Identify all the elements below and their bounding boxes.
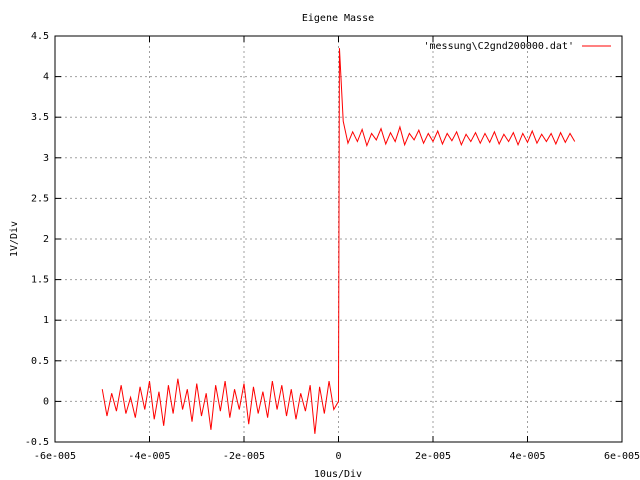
plot-frame	[54, 35, 623, 443]
legend-label: 'messung\C2gnd200000.dat'	[423, 41, 574, 52]
y-tick-label: 2	[43, 234, 49, 245]
y-tick-label: 1	[43, 315, 49, 326]
x-tick-label: -6e-005	[34, 451, 76, 462]
y-tick-label: 1.5	[31, 275, 49, 286]
y-tick-label: 4	[43, 72, 49, 83]
x-tick-label: 4e-005	[509, 451, 545, 462]
chart-title: Eigene Masse	[302, 13, 374, 24]
data-line	[101, 48, 576, 434]
x-tick-label: -2e-005	[223, 451, 265, 462]
y-tick-label: 4.5	[31, 31, 49, 42]
x-tick-label: -4e-005	[128, 451, 170, 462]
x-tick-label: 6e-005	[604, 451, 640, 462]
y-tick-label: 0.5	[31, 356, 49, 367]
x-axis-label: 10us/Div	[314, 469, 362, 480]
y-tick-label: -0.5	[25, 437, 49, 448]
y-tick-label: 2.5	[31, 193, 49, 204]
y-axis-label: 1V/Div	[9, 221, 20, 257]
y-tick-label: 0	[43, 396, 49, 407]
y-tick-label: 3	[43, 153, 49, 164]
x-tick-label: 2e-005	[415, 451, 451, 462]
x-tick-label: 0	[335, 451, 341, 462]
y-tick-label: 3.5	[31, 112, 49, 123]
